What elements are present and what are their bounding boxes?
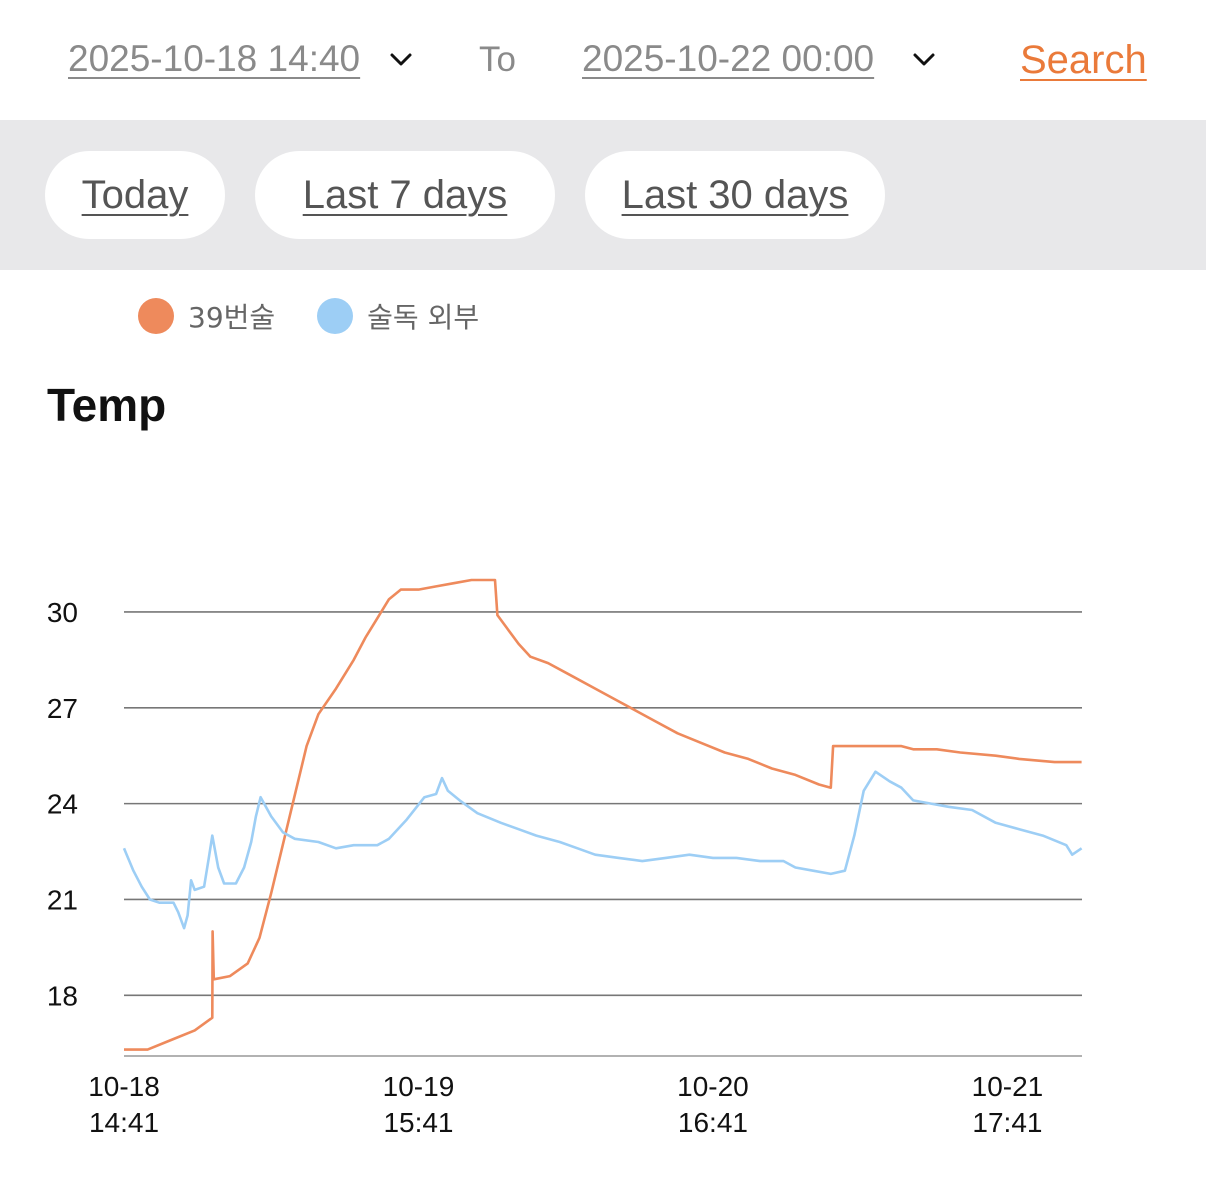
y-axis-ticks: 18 21 24 27 30 (47, 597, 78, 1011)
today-button[interactable]: Today (45, 151, 225, 239)
legend-label-series-2: 술독 외부 (367, 301, 480, 334)
last-30-days-button[interactable]: Last 30 days (585, 151, 885, 239)
search-link[interactable]: Search (1020, 38, 1147, 82)
chevron-down-icon[interactable] (909, 44, 939, 74)
quick-range-bar: Today Last 7 days Last 30 days (0, 120, 1206, 270)
series-lines (122, 578, 1083, 1051)
legend-dot-series-2 (317, 298, 354, 334)
x-tick-label: 10-20 16:41 (677, 1071, 749, 1138)
to-label: To (479, 40, 516, 79)
grid-lines (124, 611, 1082, 1057)
x-tick-label: 10-21 17:41 (972, 1071, 1044, 1138)
start-date-select[interactable]: 2025-10-18 14:40 (68, 38, 361, 79)
x-axis-ticks: 10-18 14:41 10-19 15:41 10-20 16:41 10-21 17:41 (88, 1071, 1043, 1138)
x-tick-label: 10-18 14:41 (88, 1071, 160, 1138)
y-tick-label: 30 (47, 597, 78, 628)
legend-dot-series-1 (138, 298, 174, 334)
last-7-days-button[interactable]: Last 7 days (255, 151, 555, 239)
today-label: Today (81, 172, 189, 217)
series-line-2 (122, 770, 1083, 930)
date-range-header: 2025-10-18 14:40 To 2025-10-22 00:00 Sea… (0, 0, 1206, 120)
chevron-down-icon[interactable] (386, 44, 416, 74)
legend-item-series-2[interactable]: 술독 외부 (317, 296, 479, 336)
last-30-days-label: Last 30 days (621, 172, 849, 217)
chart-title: Temp (47, 379, 167, 431)
temp-line-chart: 18 21 24 27 30 10-18 14:41 10-19 15:41 10-20 16:4… (47, 578, 1083, 1138)
y-tick-label: 27 (47, 693, 78, 724)
x-tick-label: 10-19 15:41 (383, 1071, 455, 1138)
legend-label-series-1: 39번술 (188, 301, 276, 334)
end-date-select[interactable]: 2025-10-22 00:00 (582, 38, 875, 79)
chart-legend: 39번술 술독 외부 (138, 296, 521, 336)
series-line-1 (124, 578, 1082, 1051)
last-7-days-label: Last 7 days (302, 172, 508, 217)
y-tick-label: 21 (47, 884, 78, 915)
legend-item-series-1[interactable]: 39번술 (138, 296, 275, 336)
y-tick-label: 18 (47, 980, 78, 1011)
y-tick-label: 24 (47, 789, 78, 820)
